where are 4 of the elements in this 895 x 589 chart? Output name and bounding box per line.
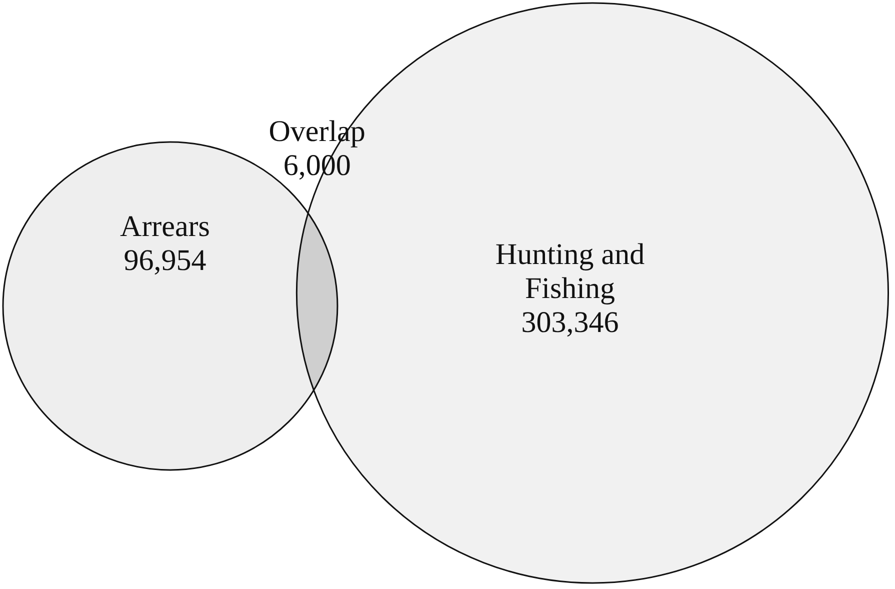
- data-label: 303,346: [521, 306, 619, 339]
- category-label: Arrears: [120, 210, 210, 243]
- data-label: 96,954: [124, 244, 206, 277]
- category-label: Hunting and Fishing: [495, 238, 645, 305]
